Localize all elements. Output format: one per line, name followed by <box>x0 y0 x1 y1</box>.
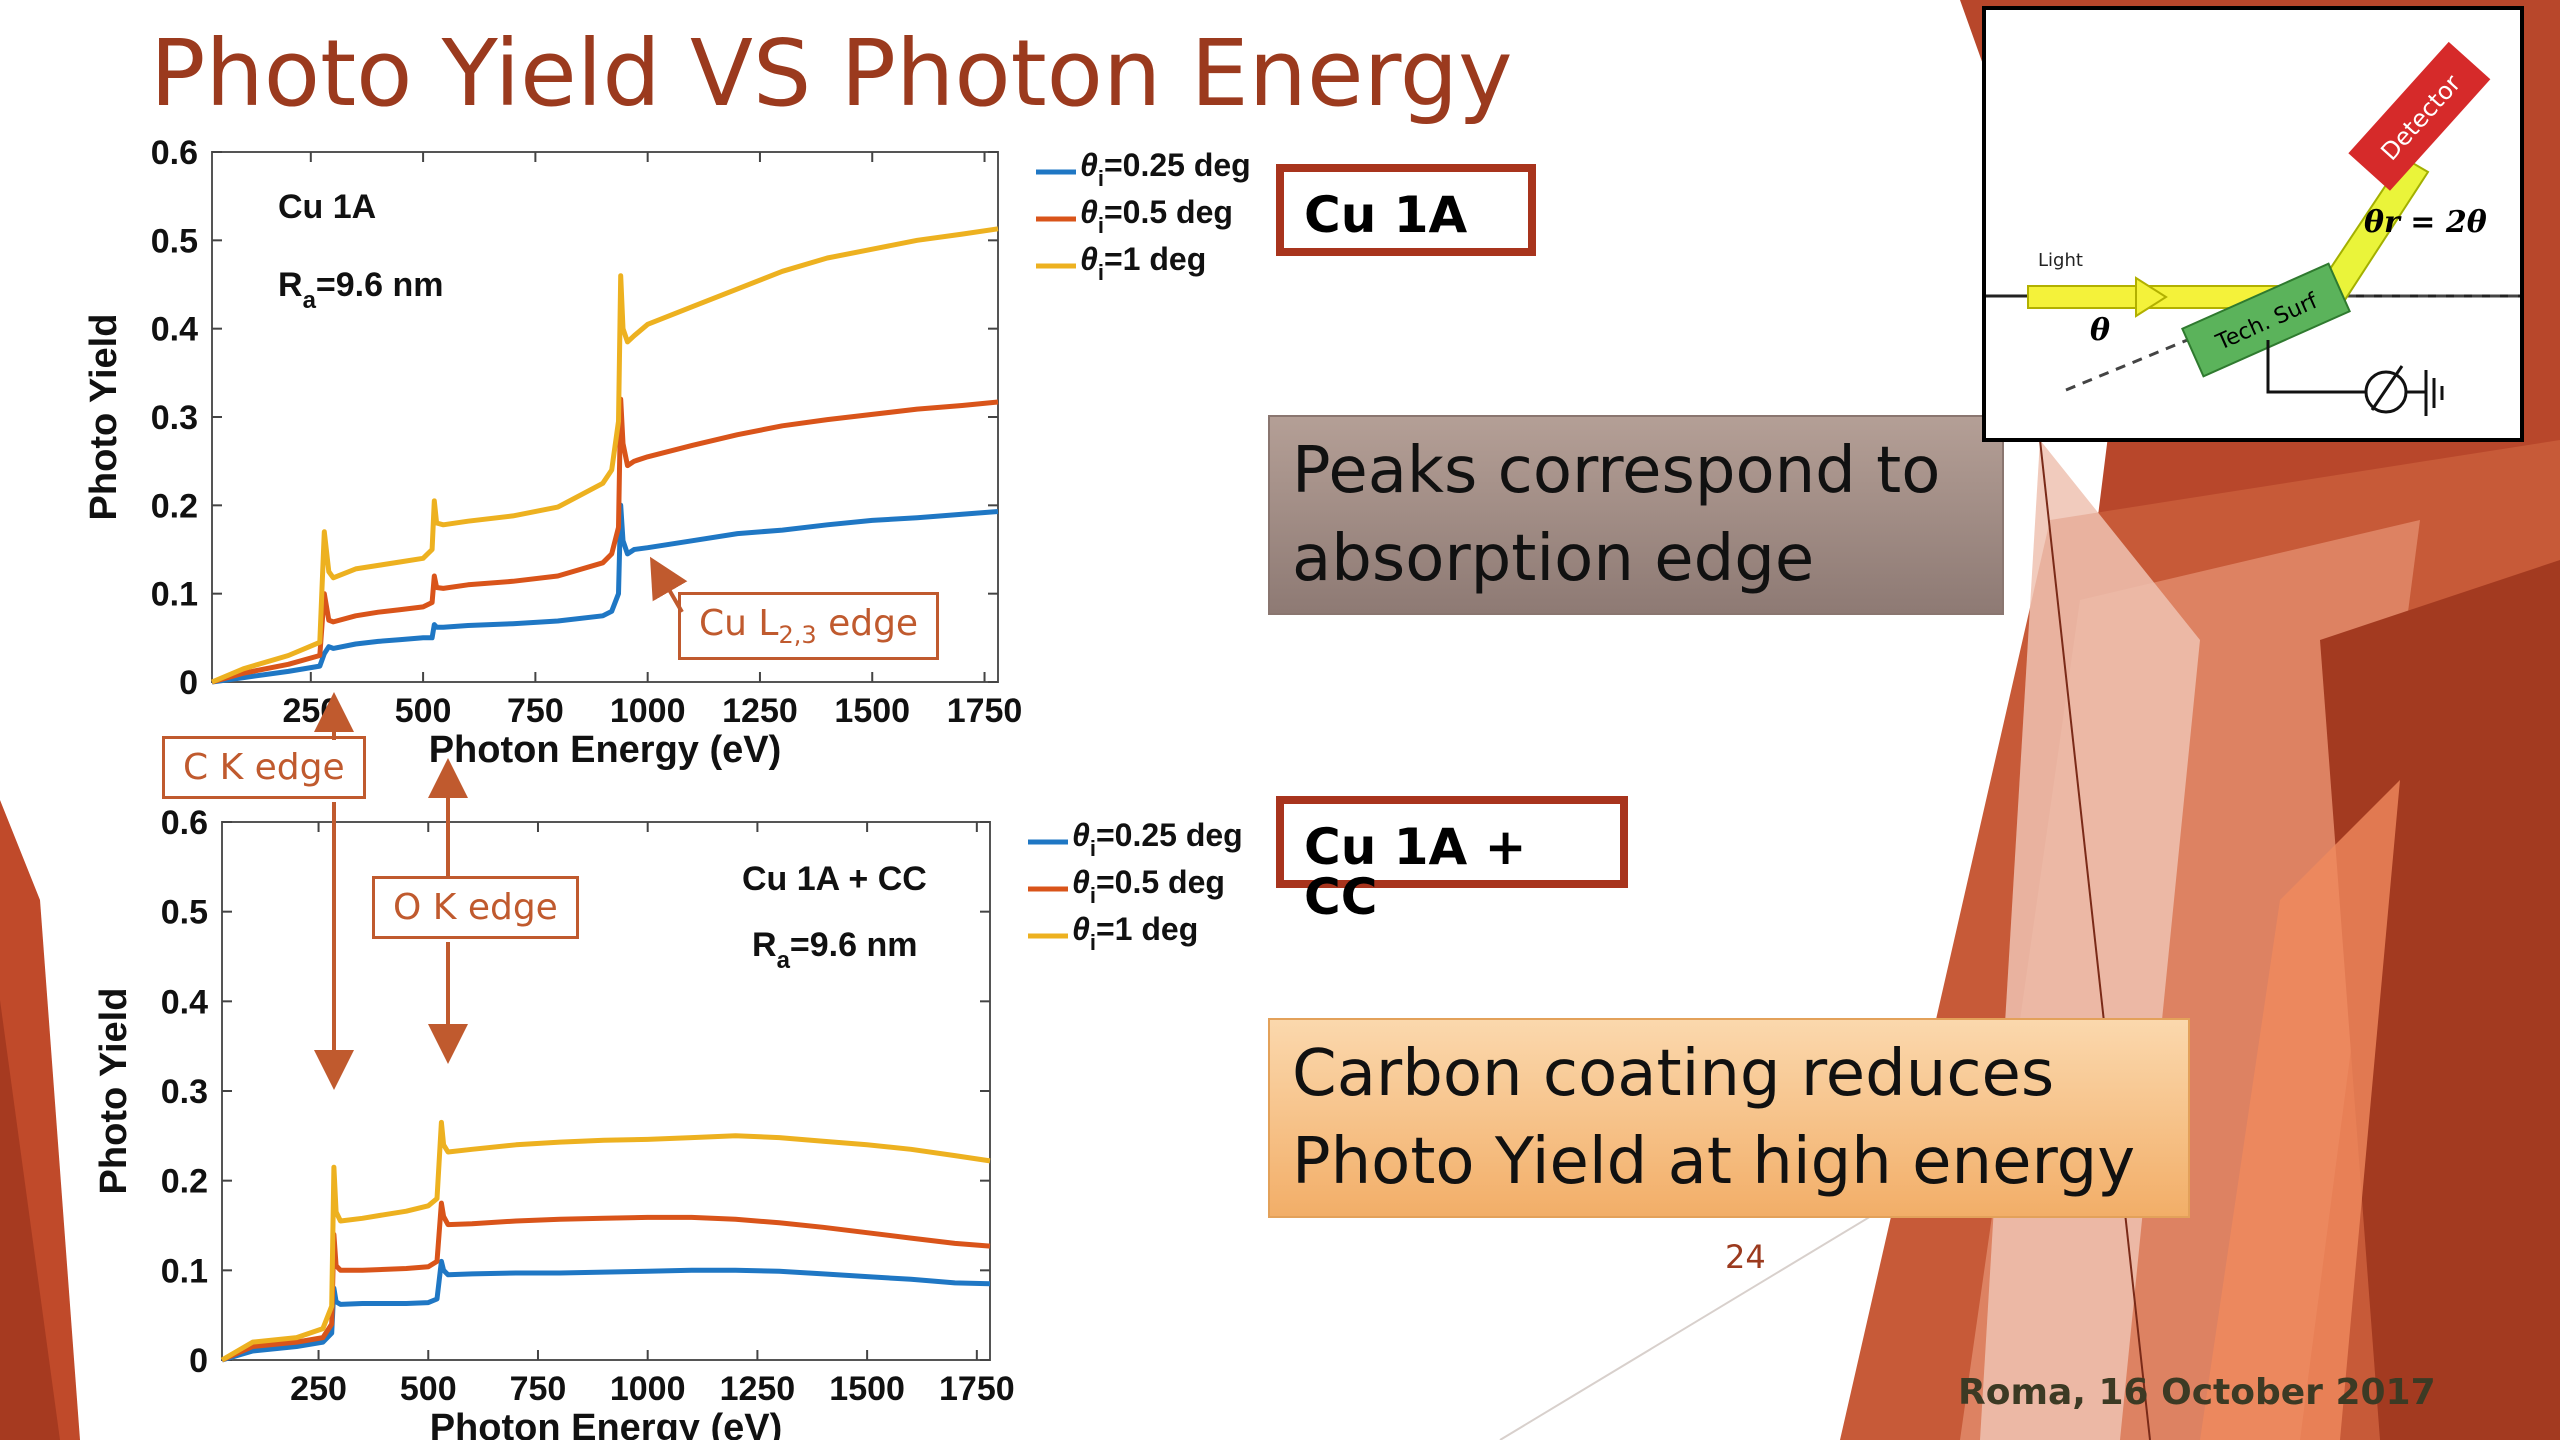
legend-sub: i <box>1098 166 1104 191</box>
y-tick-label: 0.6 <box>161 804 208 842</box>
cu-l-edge-text: Cu L <box>699 603 779 644</box>
legend-text: =0.25 deg <box>1096 817 1243 853</box>
chart-sample-label: Cu 1A <box>278 188 376 226</box>
tech-surface: Tech. Surf <box>2181 262 2351 378</box>
legend-theta: θ <box>1080 194 1098 230</box>
legend-entry-2: θi=1 deg <box>1072 911 1198 955</box>
legend-entry-1: θi=0.5 deg <box>1080 194 1233 238</box>
sample-label-bottom: Cu 1A + CC <box>1276 796 1628 922</box>
o-k-edge-label: O K edge <box>372 876 579 939</box>
x-tick-label: 1750 <box>947 692 1023 730</box>
cu-l-edge-subscript: 2,3 <box>778 621 817 650</box>
chart-sample-label: Cu 1A + CC <box>742 860 927 898</box>
y-tick-label: 0.2 <box>161 1163 208 1201</box>
y-tick-label: 0.6 <box>151 134 198 172</box>
setup-diagram: Detector Tech. Surf Light θ θr = 2θ <box>1982 6 2524 442</box>
x-tick-label: 500 <box>400 1370 457 1408</box>
legend-theta: θ <box>1080 147 1098 183</box>
y-tick-label: 0.5 <box>151 222 198 260</box>
legend-entry-0: θi=0.25 deg <box>1080 147 1251 191</box>
x-tick-label: 750 <box>510 1370 567 1408</box>
cu-l-edge-suffix: edge <box>816 603 919 644</box>
roughness-symbol: R <box>752 926 777 964</box>
y-tick-label: 0.3 <box>151 399 198 437</box>
theta-label: θ <box>2090 313 2110 348</box>
ammeter-circuit <box>2266 340 2444 416</box>
legend-sub: i <box>1090 883 1096 908</box>
roughness-symbol: R <box>278 266 303 304</box>
legend-sub: i <box>1098 260 1104 285</box>
x-tick-label: 1000 <box>610 692 686 730</box>
legend-text: =0.5 deg <box>1096 864 1225 900</box>
y-tick-label: 0.1 <box>151 576 198 614</box>
x-tick-label: 1500 <box>829 1370 905 1408</box>
footer-date: Roma, 16 October 2017 <box>1958 1372 2436 1413</box>
y-tick-label: 0 <box>179 664 198 702</box>
roughness-value: =9.6 nm <box>316 266 444 304</box>
page-number: 24 <box>1725 1238 1766 1276</box>
sample-label-top: Cu 1A <box>1276 164 1536 256</box>
x-axis-label: Photon Energy (eV) <box>429 729 782 771</box>
legend-text: =1 deg <box>1096 911 1198 947</box>
legend-theta: θ <box>1072 864 1090 900</box>
series-line-0 <box>211 502 999 685</box>
legend-theta: θ <box>1072 911 1090 947</box>
callout-carbon: Carbon coating reduces Photo Yield at hi… <box>1268 1018 2190 1218</box>
y-tick-label: 0 <box>189 1342 208 1380</box>
y-tick-label: 0.2 <box>151 487 198 525</box>
series-line-2 <box>211 226 999 685</box>
y-axis-label: Photo Yield <box>93 988 135 1195</box>
cu-l-edge-label: Cu L2,3 edge <box>678 592 940 661</box>
x-tick-label: 1250 <box>722 692 798 730</box>
legend-sub: i <box>1090 930 1096 955</box>
chart-roughness-label: Ra=9.6 nm <box>752 926 918 974</box>
setup-diagram-svg: Detector Tech. Surf Light θ θr = 2θ <box>1986 41 2520 416</box>
chart-roughness-label: Ra=9.6 nm <box>278 266 444 314</box>
x-tick-label: 1000 <box>610 1370 686 1408</box>
y-tick-label: 0.4 <box>151 311 198 349</box>
x-tick-label: 1250 <box>720 1370 796 1408</box>
callout-peaks: Peaks correspond to absorption edge <box>1268 415 2004 615</box>
y-tick-label: 0.1 <box>161 1252 208 1290</box>
legend-entry-0: θi=0.25 deg <box>1072 817 1243 861</box>
y-tick-label: 0.5 <box>161 894 208 932</box>
theta-r-label: θr = 2θ <box>2364 205 2487 240</box>
x-tick-label: 1500 <box>834 692 910 730</box>
legend-sub: i <box>1098 213 1104 238</box>
c-k-edge-label: C K edge <box>162 736 366 799</box>
x-tick-label: 250 <box>290 1370 347 1408</box>
legend-text: =0.5 deg <box>1104 194 1233 230</box>
x-tick-label: 500 <box>395 692 452 730</box>
legend-theta: θ <box>1080 241 1098 277</box>
y-tick-label: 0.3 <box>161 1073 208 1111</box>
x-tick-label: 250 <box>282 692 339 730</box>
legend-sub: i <box>1090 836 1096 861</box>
roughness-sub: a <box>777 947 791 974</box>
legend-entry-1: θi=0.5 deg <box>1072 864 1225 908</box>
roughness-sub: a <box>303 287 317 314</box>
x-tick-label: 750 <box>507 692 564 730</box>
legend-text: =1 deg <box>1104 241 1206 277</box>
roughness-value: =9.6 nm <box>790 926 918 964</box>
slide-title: Photo Yield VS Photon Energy <box>150 20 1513 127</box>
y-tick-label: 0.4 <box>161 983 208 1021</box>
x-axis-label: Photon Energy (eV) <box>430 1407 783 1440</box>
legend-entry-2: θi=1 deg <box>1080 241 1206 285</box>
legend-theta: θ <box>1072 817 1090 853</box>
x-tick-label: 1750 <box>939 1370 1015 1408</box>
light-label: Light <box>2038 250 2083 271</box>
legend-text: =0.25 deg <box>1104 147 1251 183</box>
series-line-1 <box>211 396 999 685</box>
y-axis-label: Photo Yield <box>83 314 125 521</box>
